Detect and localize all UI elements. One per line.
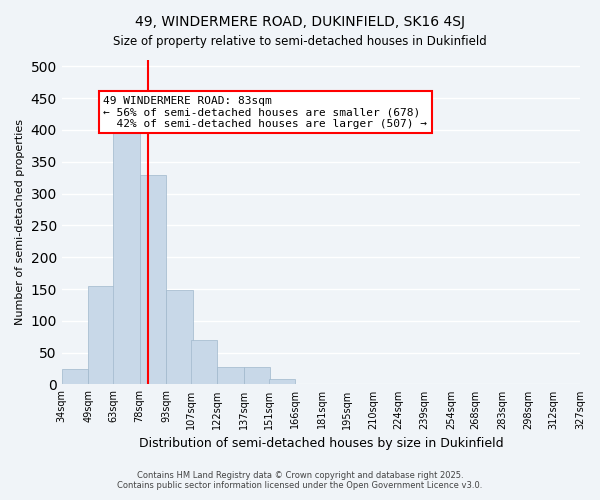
Bar bbox=[166, 290, 193, 384]
Y-axis label: Number of semi-detached properties: Number of semi-detached properties bbox=[15, 119, 25, 325]
Bar bbox=[62, 368, 88, 384]
Text: Size of property relative to semi-detached houses in Dukinfield: Size of property relative to semi-detach… bbox=[113, 35, 487, 48]
Bar bbox=[88, 286, 115, 384]
Bar bbox=[191, 340, 217, 384]
Text: Contains HM Land Registry data © Crown copyright and database right 2025.
Contai: Contains HM Land Registry data © Crown c… bbox=[118, 470, 482, 490]
Text: 49, WINDERMERE ROAD, DUKINFIELD, SK16 4SJ: 49, WINDERMERE ROAD, DUKINFIELD, SK16 4S… bbox=[135, 15, 465, 29]
Bar bbox=[244, 366, 271, 384]
Bar bbox=[113, 127, 140, 384]
X-axis label: Distribution of semi-detached houses by size in Dukinfield: Distribution of semi-detached houses by … bbox=[139, 437, 503, 450]
Bar bbox=[269, 380, 295, 384]
Text: 49 WINDERMERE ROAD: 83sqm
← 56% of semi-detached houses are smaller (678)
  42% : 49 WINDERMERE ROAD: 83sqm ← 56% of semi-… bbox=[103, 96, 427, 129]
Bar bbox=[140, 174, 166, 384]
Bar bbox=[217, 366, 244, 384]
